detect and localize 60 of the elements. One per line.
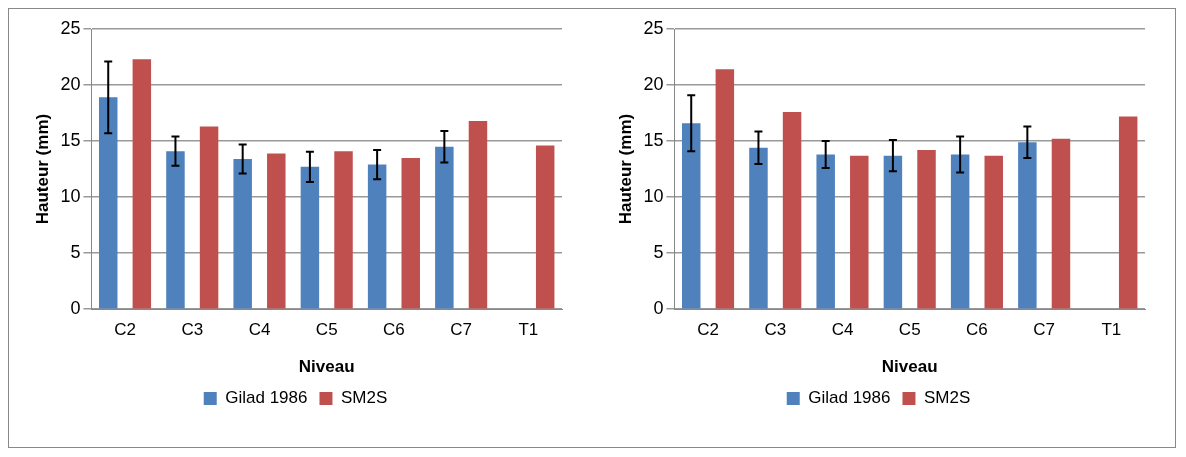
y-tick-label: 15: [60, 130, 81, 151]
y-tick-label: 10: [643, 186, 664, 207]
bar: [334, 151, 353, 309]
y-tick-label: 20: [60, 74, 81, 95]
bar: [367, 164, 387, 309]
bar: [883, 155, 903, 309]
bar: [749, 147, 768, 309]
bar: [166, 151, 185, 309]
x-axis-title: Niveau: [881, 357, 938, 377]
bar: [1051, 138, 1071, 309]
y-tick-label: 5: [653, 242, 664, 263]
x-tick-label: C3: [181, 320, 204, 340]
bar: [950, 154, 970, 309]
x-tick-label: C5: [898, 320, 921, 340]
x-tick-label: C3: [764, 320, 787, 340]
x-tick-label: C7: [450, 320, 473, 340]
bar: [681, 123, 701, 309]
y-axis-title: Hauteur (mm): [615, 113, 635, 225]
x-tick-label: C4: [248, 320, 271, 340]
x-tick-label: C6: [383, 320, 405, 340]
y-tick-label: 15: [643, 130, 664, 151]
bar: [984, 155, 1003, 309]
bar: [468, 120, 488, 309]
x-tick-label: C7: [1033, 320, 1056, 340]
bar: [199, 126, 219, 309]
x-tick-label: C6: [966, 320, 988, 340]
x-tick-label: C5: [315, 320, 338, 340]
x-tick-label: T1: [1101, 320, 1122, 340]
legend-label: SM2S: [923, 388, 971, 408]
y-tick-label: 0: [70, 298, 81, 319]
y-axis-title: Hauteur (mm): [32, 113, 52, 225]
bar: [850, 155, 869, 309]
bar: [782, 111, 802, 309]
bar: [1018, 142, 1037, 309]
bar: [435, 146, 454, 309]
bar: [816, 154, 835, 309]
y-tick-label: 10: [60, 186, 81, 207]
x-tick-label: C4: [831, 320, 854, 340]
bar: [267, 153, 286, 309]
bar: [98, 97, 118, 309]
bar: [300, 166, 320, 309]
bar: [917, 150, 936, 309]
bar: [401, 157, 420, 309]
y-tick-label: 20: [643, 74, 664, 95]
legend-label: Gilad 1986: [225, 388, 308, 408]
x-tick-label: C2: [114, 320, 136, 340]
x-axis-title: Niveau: [298, 357, 355, 377]
legend-label: SM2S: [340, 388, 388, 408]
bar: [233, 159, 252, 309]
x-tick-label: C2: [697, 320, 719, 340]
y-tick-label: 25: [643, 17, 664, 38]
y-tick-label: 0: [653, 298, 664, 319]
bar: [535, 145, 555, 309]
bar: [1118, 116, 1138, 309]
x-tick-label: T1: [518, 320, 539, 340]
y-tick-label: 25: [60, 17, 81, 38]
bar: [715, 69, 735, 309]
bar: [132, 59, 152, 309]
legend-label: Gilad 1986: [808, 388, 891, 408]
y-tick-label: 5: [70, 242, 81, 263]
